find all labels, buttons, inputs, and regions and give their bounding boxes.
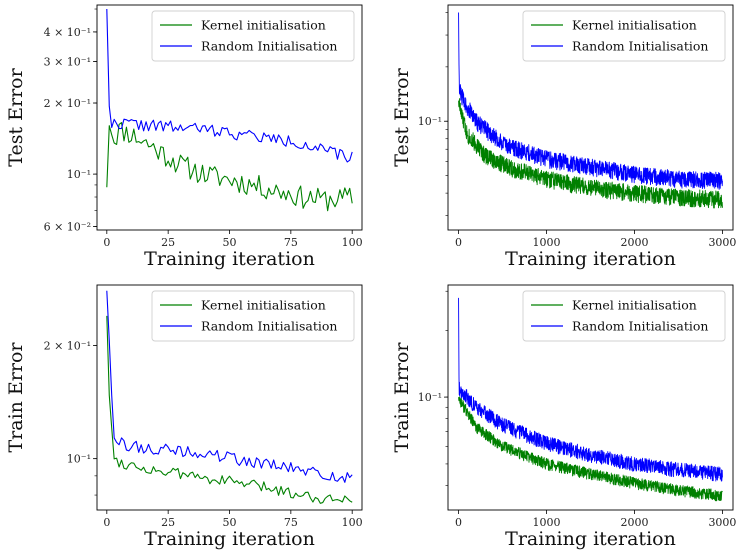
y-tick-label: 6 × 10⁻² (44, 221, 91, 234)
x-tick-label: 0 (455, 516, 462, 529)
legend-box (151, 290, 355, 342)
legend-label: Random Initialisation (572, 319, 708, 334)
x-tick-label: 75 (284, 516, 298, 529)
legend-label: Kernel initialisation (572, 298, 697, 313)
chart-panel-1: 0 1000 2000 3000 10⁻¹ Training iteration Test … (391, 4, 736, 270)
chart-panel-3: 0 1000 2000 3000 10⁻¹ Training iteration Train… (391, 284, 736, 550)
y-tick-label: 10⁻¹ (418, 391, 442, 404)
x-axis-title: Training iteration (144, 528, 315, 550)
x-axis-title: Training iteration (505, 528, 676, 550)
x-axis-title: Training iteration (505, 248, 676, 270)
y-tick-label: 10⁻¹ (67, 453, 91, 466)
y-tick-label: 3 × 10⁻¹ (44, 55, 91, 68)
series-line-1 (458, 12, 723, 190)
legend: Kernel initialisation Random Initialisati… (151, 10, 355, 62)
plot-frame (447, 4, 734, 231)
legend-box (151, 10, 355, 62)
y-tick-label: 10⁻¹ (67, 168, 91, 181)
y-axis-title: Test Error (391, 67, 413, 166)
x-tick-label: 1000 (533, 516, 561, 529)
x-tick-label: 0 (455, 236, 462, 249)
series-line-1 (458, 297, 723, 482)
legend-label: Random Initialisation (201, 319, 337, 334)
legend-label: Kernel initialisation (572, 18, 697, 33)
x-tick-label: 25 (161, 236, 175, 249)
y-axis-title: Test Error (5, 67, 27, 166)
x-tick-label: 50 (223, 236, 237, 249)
chart-panel-0: 0 25 50 75 100 6 × 10⁻² 10⁻¹ 2 × 10⁻¹ 3 × 10⁻¹ 4 … (5, 4, 363, 270)
legend: Kernel initialisation Random Initialisati… (522, 10, 726, 62)
series-line-0 (458, 396, 723, 502)
x-axis-title: Training iteration (144, 248, 315, 270)
x-tick-label: 3000 (708, 516, 736, 529)
x-tick-label: 25 (161, 516, 175, 529)
x-tick-label: 2000 (620, 236, 648, 249)
legend: Kernel initialisation Random Initialisati… (151, 290, 355, 342)
legend-label: Random Initialisation (201, 39, 337, 54)
y-tick-label: 2 × 10⁻¹ (44, 97, 91, 110)
series-line-1 (106, 290, 353, 483)
x-tick-label: 100 (342, 516, 363, 529)
series-line-1 (106, 9, 353, 163)
legend-box (522, 290, 726, 342)
x-tick-label: 1000 (533, 236, 561, 249)
chart-panel-2: 0 25 50 75 100 10⁻¹ 2 × 10⁻¹ Training iteration… (5, 284, 363, 550)
y-axis-title: Train Error (5, 342, 27, 453)
x-tick-label: 75 (284, 236, 298, 249)
x-tick-label: 100 (342, 236, 363, 249)
series-line-0 (458, 98, 723, 209)
x-tick-label: 0 (103, 236, 110, 249)
y-tick-label: 2 × 10⁻¹ (44, 340, 91, 353)
legend-label: Random Initialisation (572, 39, 708, 54)
y-tick-label: 10⁻¹ (418, 115, 442, 128)
legend-label: Kernel initialisation (201, 18, 326, 33)
series-line-0 (106, 122, 353, 212)
legend-label: Kernel initialisation (201, 298, 326, 313)
legend-box (522, 10, 726, 62)
x-tick-label: 2000 (620, 516, 648, 529)
legend: Kernel initialisation Random Initialisati… (522, 290, 726, 342)
series-line-0 (106, 315, 353, 504)
x-tick-label: 50 (223, 516, 237, 529)
x-tick-label: 3000 (708, 236, 736, 249)
x-tick-label: 0 (103, 516, 110, 529)
y-tick-label: 4 × 10⁻¹ (44, 26, 91, 39)
y-axis-title: Train Error (391, 342, 413, 453)
